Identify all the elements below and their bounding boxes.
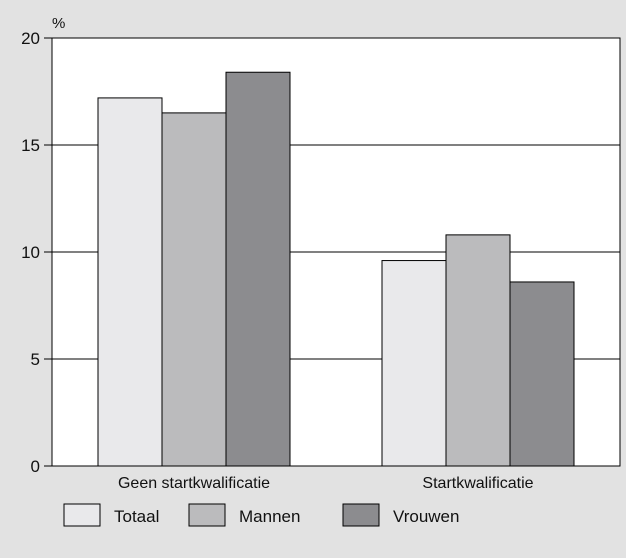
bar-totaal [97, 97, 163, 467]
legend-label: Totaal [114, 507, 159, 526]
bar-totaal [381, 260, 447, 467]
bar-vrouwen [225, 71, 291, 467]
legend-swatch-vrouwen [342, 503, 380, 527]
legend-swatch-mannen [188, 503, 226, 527]
y-tick-label: 20 [21, 29, 40, 48]
bars [97, 71, 575, 467]
y-tick-label: 10 [21, 243, 40, 262]
y-axis: 0 5 10 15 20 [21, 29, 52, 476]
legend-label: Mannen [239, 507, 300, 526]
bar-mannen [445, 234, 511, 467]
legend: Totaal Mannen Vrouwen [63, 503, 459, 527]
category-labels: Geen startkwalificatie Startkwalificatie [118, 475, 534, 492]
bar-mannen [161, 112, 227, 467]
y-tick-label: 5 [31, 350, 40, 369]
y-tick-label: 0 [31, 457, 40, 476]
y-unit-label: % [52, 15, 65, 32]
category-label: Geen startkwalificatie [118, 475, 270, 492]
legend-label: Vrouwen [393, 507, 459, 526]
legend-swatch-totaal [63, 503, 101, 527]
category-label: Startkwalificatie [422, 475, 533, 492]
y-tick-label: 15 [21, 136, 40, 155]
bar-vrouwen [509, 281, 575, 467]
